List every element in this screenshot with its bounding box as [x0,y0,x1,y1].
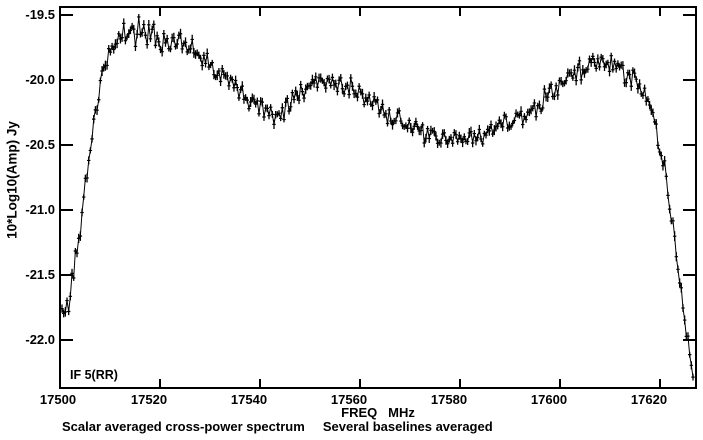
spectrum-error-bars [61,13,694,381]
x-axis-title: FREQ MHz [341,405,415,420]
if-polarization-label: IF 5(RR) [70,368,118,382]
axis-tick-marks [60,7,696,388]
spectrum-connecting-line [61,16,694,378]
y-tick-label: -19.5 [25,7,55,22]
x-tick-label: 17520 [130,392,168,407]
spectrum-data-series [60,13,695,381]
plot-frame [59,6,697,389]
x-tick-label: 17560 [330,392,368,407]
spectrum-point-markers [60,16,695,378]
y-tick-label: -20.0 [25,72,55,87]
y-tick-label: -21.0 [25,202,55,217]
y-tick-label: -22.0 [25,332,55,347]
x-tick-label: 17620 [630,392,668,407]
y-tick-label: -21.5 [25,267,55,282]
x-tick-label: 17600 [530,392,568,407]
x-tick-label: 17500 [39,392,77,407]
y-tick-label: -20.5 [25,137,55,152]
x-tick-label: 17540 [230,392,268,407]
x-tick-label: 17580 [430,392,468,407]
plot-caption: Scalar averaged cross-power spectrum Sev… [62,419,493,434]
